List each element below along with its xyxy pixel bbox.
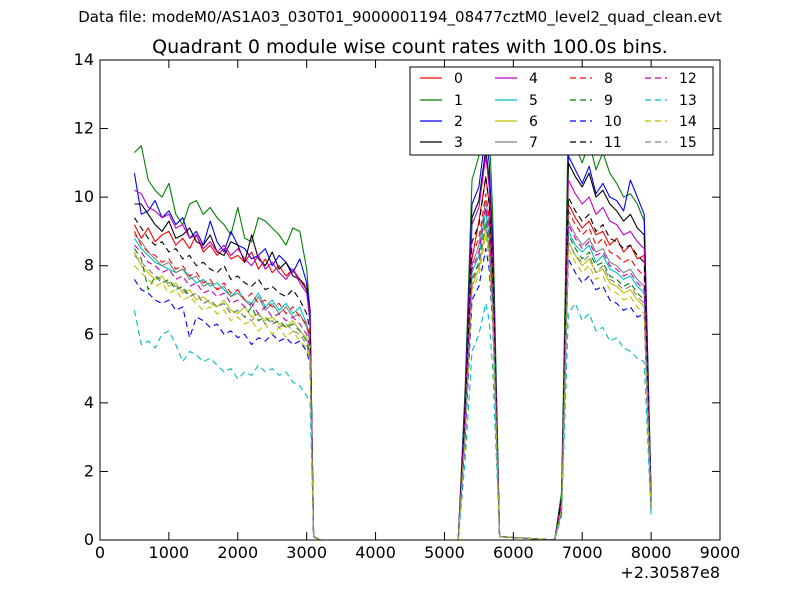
legend-item-15: 15	[645, 135, 697, 151]
y-tick-label: 8	[84, 256, 94, 275]
legend-label: 10	[604, 114, 622, 130]
legend-label: 1	[454, 93, 463, 109]
legend-label: 14	[679, 114, 697, 130]
chart-title: Quadrant 0 module wise count rates with …	[152, 36, 668, 58]
x-tick-label: 5000	[424, 543, 465, 562]
x-tick-label: 8000	[631, 543, 672, 562]
legend-item-12: 12	[645, 71, 697, 87]
y-tick-label: 12	[74, 119, 94, 138]
figure-suptitle: Data file: modeM0/AS1A03_030T01_90000011…	[78, 8, 722, 26]
legend-label: 3	[454, 135, 463, 151]
legend-item-13: 13	[645, 93, 697, 109]
x-tick-label: 6000	[493, 543, 534, 562]
legend-label: 6	[529, 114, 538, 130]
plot-frame	[99, 59, 721, 541]
y-tick-label: 0	[84, 530, 94, 549]
legend-label: 2	[454, 114, 463, 130]
legend-label: 0	[454, 71, 463, 87]
y-tick-label: 10	[74, 187, 94, 206]
legend-item-1: 1	[420, 93, 463, 109]
legend-item-4: 4	[495, 71, 538, 87]
x-tick-label: 2000	[217, 543, 258, 562]
legend-item-2: 2	[420, 114, 463, 130]
series-line-8	[133, 193, 652, 541]
legend-item-3: 3	[420, 135, 463, 151]
series-line-11	[133, 176, 652, 541]
series-line-12	[134, 206, 652, 541]
axis-ticks: 0 1000 2000 3000 4000 5000 6000 7000 8000 9000 0 2 4…	[74, 50, 741, 562]
series-line-14	[134, 234, 652, 541]
legend-label: 12	[679, 71, 697, 87]
series-line-4	[134, 155, 652, 541]
y-tick-label: 6	[84, 324, 94, 343]
legend-label: 7	[529, 135, 538, 151]
x-tick-label: 3000	[286, 543, 327, 562]
series-layer	[133, 76, 652, 541]
x-tick-label: 9000	[700, 543, 741, 562]
legend-item-6: 6	[495, 114, 538, 130]
legend-item-14: 14	[645, 114, 697, 130]
series-line-7	[134, 200, 652, 541]
legend-label: 9	[604, 93, 613, 109]
x-tick-label: 7000	[562, 543, 603, 562]
series-line-1	[134, 76, 652, 541]
legend-label: 4	[529, 71, 538, 87]
x-tick-label: 1000	[149, 543, 190, 562]
y-tick-label: 14	[74, 50, 94, 69]
x-tick-label: 4000	[355, 543, 396, 562]
series-line-13	[133, 302, 652, 541]
y-tick-label: 4	[84, 393, 94, 412]
legend-item-7: 7	[495, 135, 538, 151]
legend-item-0: 0	[420, 71, 463, 87]
legend-item-9: 9	[570, 93, 613, 109]
legend-label: 15	[679, 135, 697, 151]
x-axis-offset-label: +2.30587e8	[620, 563, 720, 582]
legend-item-11: 11	[570, 135, 622, 151]
legend-box	[409, 66, 714, 156]
legend-label: 5	[529, 93, 538, 109]
legend-item-10: 10	[570, 114, 622, 130]
legend-label: 13	[679, 93, 697, 109]
legend-label: 8	[604, 71, 613, 87]
series-line-10	[133, 248, 652, 541]
y-tick-label: 2	[84, 461, 94, 480]
legend-label: 11	[604, 135, 622, 151]
series-line-15	[134, 224, 652, 541]
legend-item-8: 8	[570, 71, 613, 87]
x-tick-label: 0	[95, 543, 105, 562]
legend-item-5: 5	[495, 93, 538, 109]
